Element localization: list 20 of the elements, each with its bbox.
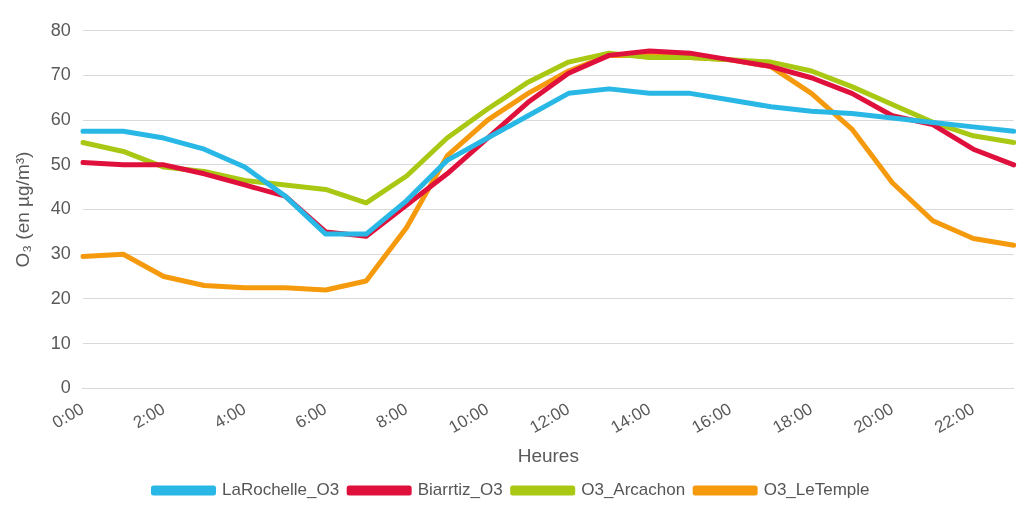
- x-tick-label: 8:00: [372, 399, 411, 433]
- x-tick-label: 6:00: [291, 399, 331, 433]
- legend-label: O3_Arcachon: [581, 480, 686, 500]
- y-tick-label: 20: [50, 287, 71, 308]
- y-tick-label: 50: [50, 153, 71, 174]
- y-axis-title: O₃ (en µg/m³): [11, 151, 33, 268]
- y-tick-label: 80: [50, 19, 71, 40]
- legend-label: O3_LeTemple: [763, 480, 870, 500]
- x-tick-label: 4:00: [210, 399, 250, 433]
- y-tick-label: 70: [50, 64, 71, 85]
- x-axis-title: Heures: [517, 444, 579, 466]
- y-tick-label: 40: [50, 198, 71, 219]
- y-tick-label: 10: [50, 332, 71, 353]
- legend-label: LaRochelle_O3: [222, 480, 340, 500]
- y-tick-label: 30: [50, 243, 71, 264]
- y-tick-label: 0: [60, 377, 71, 398]
- x-tick-label: 0:00: [49, 399, 88, 433]
- legend-label: Biarrtiz_O3: [417, 480, 503, 500]
- x-tick-label: 2:00: [129, 399, 169, 433]
- y-tick-label: 60: [50, 109, 71, 130]
